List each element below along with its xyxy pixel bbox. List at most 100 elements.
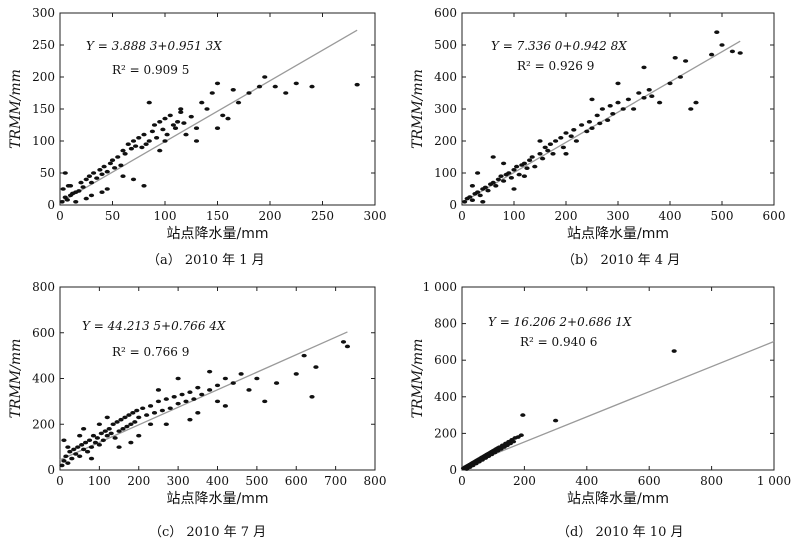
data-point	[550, 152, 556, 156]
data-point	[170, 123, 176, 127]
x-tick-label: 500	[711, 209, 734, 223]
data-point	[92, 440, 99, 445]
r-squared-label: R² = 0.766 9	[112, 345, 189, 359]
data-point	[94, 176, 100, 180]
data-point	[175, 401, 181, 406]
regression-equation: Y = 44.213 5+0.766 4X	[82, 319, 226, 333]
data-point	[584, 129, 590, 134]
x-tick-label: 400	[575, 474, 598, 488]
data-point	[631, 107, 637, 111]
data-point	[81, 447, 87, 452]
data-point	[485, 188, 491, 193]
y-tick-label: 200	[434, 426, 457, 440]
data-point	[130, 139, 137, 143]
fit-line	[461, 340, 775, 468]
y-tick-label: 200	[32, 70, 55, 84]
data-point	[354, 82, 360, 87]
y-axis-label: TRMM/mm	[8, 69, 24, 149]
data-point	[78, 180, 84, 185]
x-tick-label: 0	[458, 209, 466, 223]
data-point	[86, 174, 92, 178]
data-point	[162, 139, 168, 143]
x-tick-label: 300	[167, 474, 190, 488]
data-point	[199, 392, 205, 397]
data-point	[340, 340, 347, 344]
data-point	[104, 433, 110, 438]
data-point	[60, 187, 66, 191]
x-tick-label: 200	[513, 474, 536, 488]
x-tick-label: 0	[56, 474, 64, 488]
data-point	[235, 100, 242, 105]
data-point	[76, 189, 82, 193]
data-point	[147, 404, 154, 408]
data-point	[563, 131, 569, 135]
x-axis-label: 站点降水量/mm	[567, 226, 669, 242]
data-point	[193, 139, 200, 143]
data-point	[641, 96, 647, 100]
data-point	[714, 30, 720, 34]
x-tick-label: 800	[364, 474, 387, 488]
data-point	[118, 417, 124, 422]
data-point	[116, 445, 122, 449]
data-point	[501, 161, 507, 166]
panel-a: 0 50 100 150 200 250 300 0 50 100 150 200 250 300 站点降水…	[8, 6, 386, 242]
data-point	[586, 120, 593, 124]
data-point	[195, 411, 201, 415]
data-point	[96, 422, 102, 427]
y-tick-label: 0	[449, 198, 457, 212]
x-tick-label: 100	[154, 209, 177, 223]
data-point	[475, 171, 481, 175]
regression-equation: Y = 16.206 2+0.686 1X	[488, 315, 632, 329]
data-point	[115, 155, 121, 159]
data-point	[545, 148, 551, 153]
data-point	[521, 161, 528, 166]
data-point	[183, 132, 189, 137]
caption-b: （b） 2010 年 4 月	[562, 253, 681, 268]
regression-equation: Y = 7.336 0+0.942 8X	[491, 39, 627, 53]
data-point	[128, 440, 134, 445]
y-tick-label: 100	[32, 134, 55, 148]
data-point	[104, 169, 110, 174]
data-point	[126, 413, 132, 417]
data-point	[130, 177, 137, 182]
data-point	[81, 427, 87, 431]
data-point	[527, 158, 533, 162]
data-point	[477, 193, 483, 198]
y-tick-label: 200	[434, 134, 457, 148]
data-point	[524, 166, 530, 170]
x-tick-label: 200	[127, 474, 150, 488]
x-tick-label: 50	[105, 209, 120, 223]
data-point	[120, 174, 126, 178]
data-point	[62, 171, 68, 175]
data-point	[729, 49, 736, 54]
y-tick-label: 300	[32, 6, 55, 20]
data-point	[136, 415, 142, 420]
data-point	[154, 136, 160, 140]
data-point	[143, 142, 149, 146]
data-point	[88, 193, 95, 198]
y-tick-label: 400	[434, 390, 457, 404]
data-point	[514, 164, 520, 169]
data-point	[132, 420, 138, 424]
data-point	[537, 139, 543, 143]
y-tick-label: 800	[434, 317, 457, 331]
data-point	[128, 146, 134, 151]
data-point	[537, 152, 543, 156]
data-point	[163, 422, 169, 427]
caption-a: （a） 2010 年 1 月	[147, 253, 265, 268]
data-point	[139, 145, 145, 150]
y-tick-label: 50	[40, 166, 55, 180]
data-point	[97, 168, 103, 172]
data-point	[157, 148, 163, 153]
data-point	[214, 81, 221, 86]
data-point	[293, 372, 299, 376]
data-point	[683, 59, 689, 63]
data-point	[73, 452, 79, 456]
data-point	[589, 126, 595, 130]
data-point	[222, 376, 228, 381]
data-point	[558, 136, 564, 140]
data-point	[573, 139, 580, 143]
data-point	[104, 187, 110, 191]
data-point	[579, 123, 585, 127]
data-point	[146, 139, 152, 143]
